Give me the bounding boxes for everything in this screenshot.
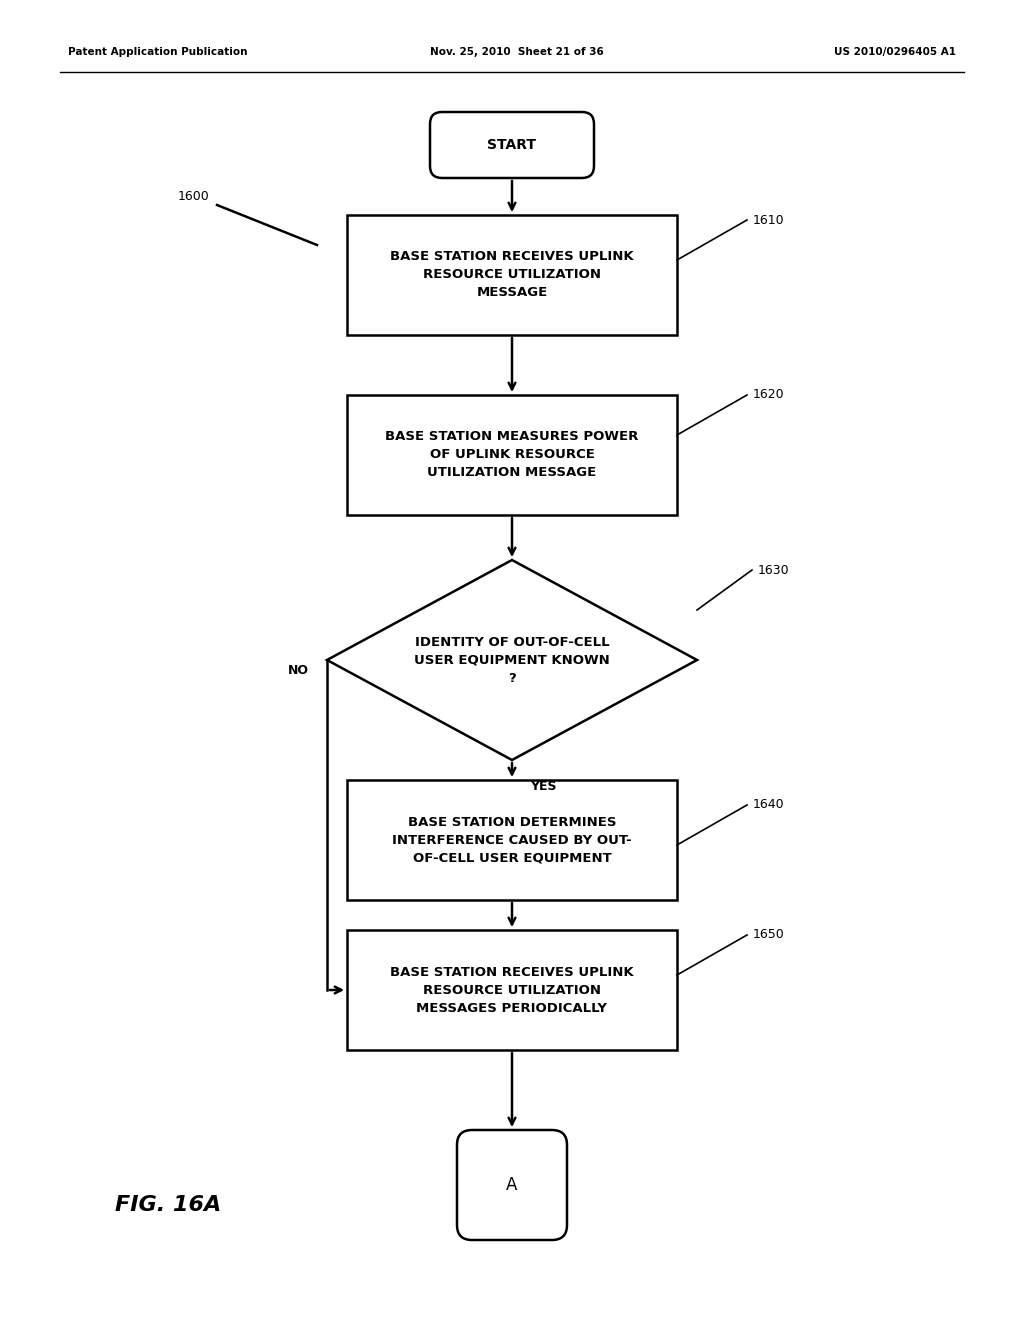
Text: BASE STATION DETERMINES
INTERFERENCE CAUSED BY OUT-
OF-CELL USER EQUIPMENT: BASE STATION DETERMINES INTERFERENCE CAU… — [392, 816, 632, 865]
FancyBboxPatch shape — [430, 112, 594, 178]
Text: Patent Application Publication: Patent Application Publication — [68, 48, 248, 57]
Polygon shape — [327, 560, 697, 760]
FancyBboxPatch shape — [457, 1130, 567, 1239]
Text: BASE STATION MEASURES POWER
OF UPLINK RESOURCE
UTILIZATION MESSAGE: BASE STATION MEASURES POWER OF UPLINK RE… — [385, 430, 639, 479]
Bar — [347, 931, 677, 1049]
Text: BASE STATION RECEIVES UPLINK
RESOURCE UTILIZATION
MESSAGE: BASE STATION RECEIVES UPLINK RESOURCE UT… — [390, 251, 634, 300]
Text: YES: YES — [530, 780, 556, 793]
Bar — [347, 395, 677, 515]
Text: FIG. 16A: FIG. 16A — [115, 1195, 221, 1214]
Text: A: A — [506, 1176, 518, 1195]
Text: 1610: 1610 — [753, 214, 784, 227]
Text: 1650: 1650 — [753, 928, 784, 941]
Text: IDENTITY OF OUT-OF-CELL
USER EQUIPMENT KNOWN
?: IDENTITY OF OUT-OF-CELL USER EQUIPMENT K… — [414, 635, 610, 685]
Text: 1640: 1640 — [753, 799, 784, 812]
Text: BASE STATION RECEIVES UPLINK
RESOURCE UTILIZATION
MESSAGES PERIODICALLY: BASE STATION RECEIVES UPLINK RESOURCE UT… — [390, 965, 634, 1015]
Text: Nov. 25, 2010  Sheet 21 of 36: Nov. 25, 2010 Sheet 21 of 36 — [430, 48, 604, 57]
Text: NO: NO — [288, 664, 309, 676]
Bar — [347, 215, 677, 335]
Text: START: START — [487, 139, 537, 152]
Bar — [347, 780, 677, 900]
Text: US 2010/0296405 A1: US 2010/0296405 A1 — [834, 48, 956, 57]
Text: 1630: 1630 — [758, 564, 790, 577]
Text: 1620: 1620 — [753, 388, 784, 401]
Text: 1600: 1600 — [177, 190, 209, 203]
